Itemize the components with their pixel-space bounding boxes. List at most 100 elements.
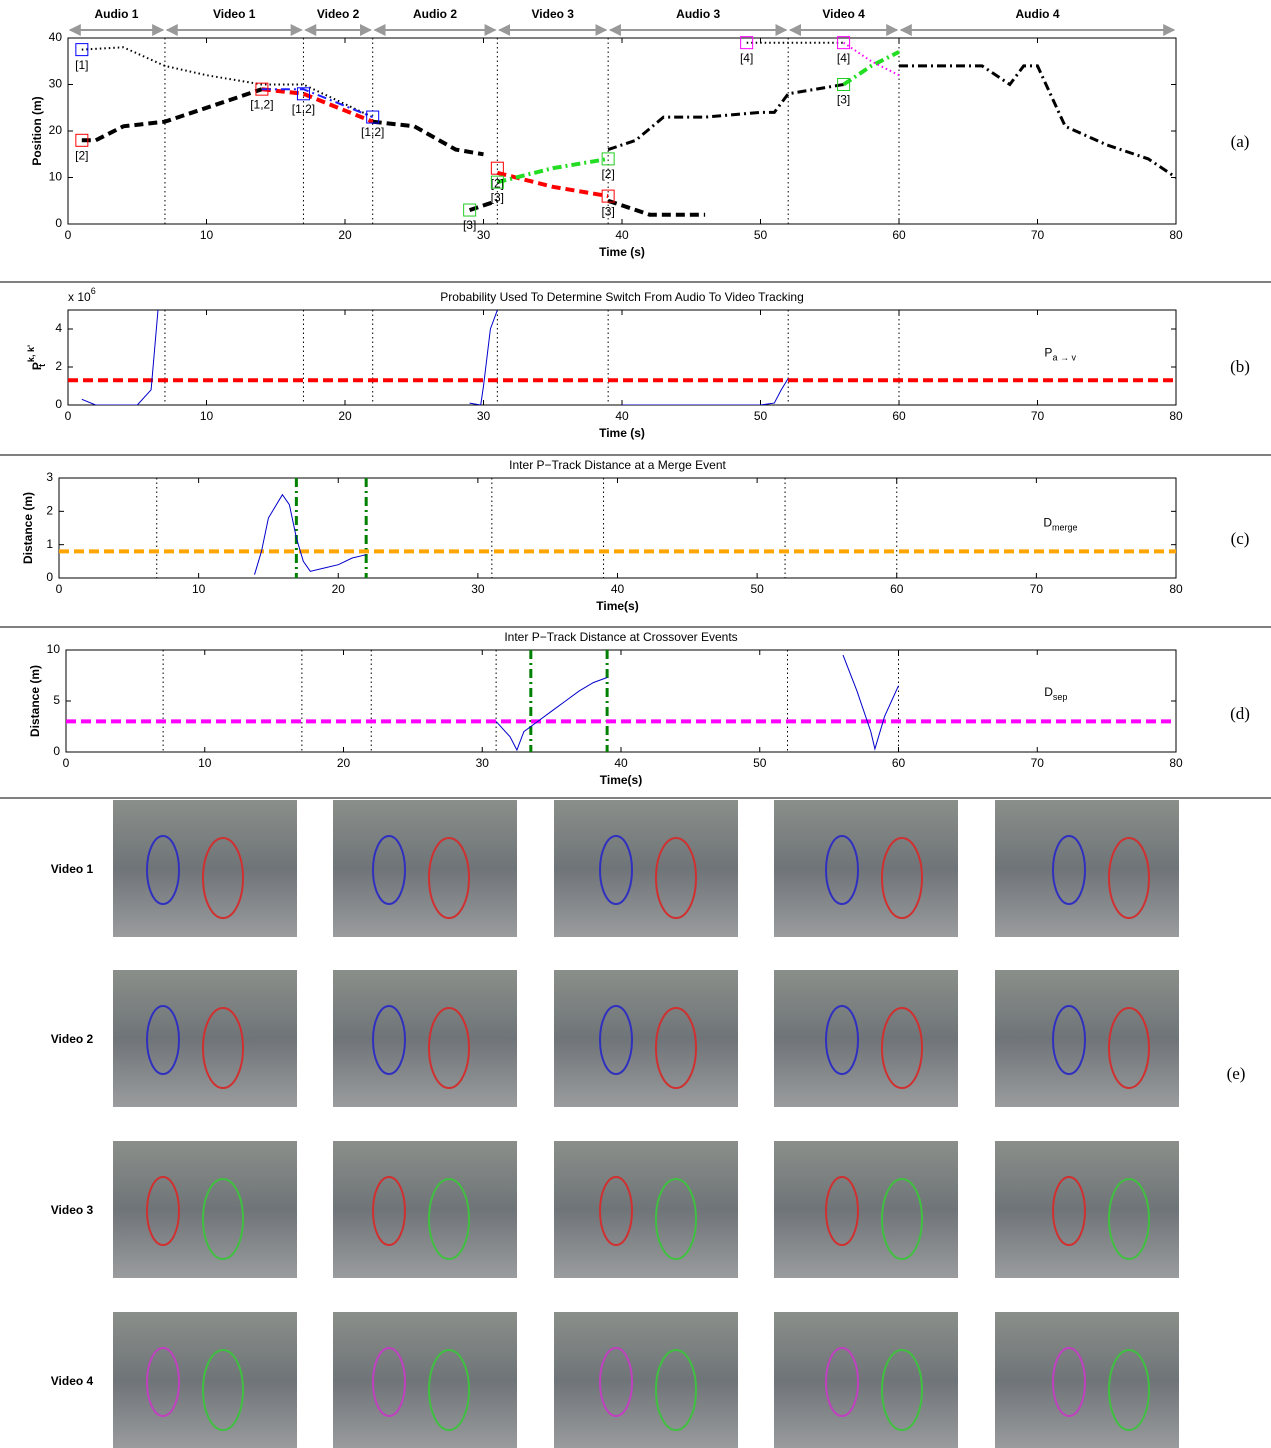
row-label: Video 2 [51, 1032, 94, 1046]
video-frame [113, 970, 297, 1107]
x-tick-label: 70 [1031, 409, 1045, 423]
x-axis-label: Time (s) [599, 245, 645, 259]
x-tick-label: 40 [615, 228, 629, 242]
annotation-label: [4] [740, 51, 753, 65]
annotation-label: [4] [837, 51, 850, 65]
video-frame [113, 1312, 297, 1448]
video-frame [554, 1141, 738, 1278]
x-tick-label: 70 [1031, 228, 1045, 242]
y-tick-label: 10 [47, 642, 61, 656]
y-tick-label: 4 [55, 321, 62, 335]
x-tick-label: 50 [750, 582, 764, 596]
x-tick-label: 30 [476, 756, 490, 770]
panel-label: (c) [1231, 529, 1250, 548]
video-frame [995, 970, 1179, 1107]
chart-title: Probability Used To Determine Switch Fro… [440, 290, 804, 304]
annotation-label: [2] [75, 148, 88, 162]
x-tick-label: 60 [892, 756, 906, 770]
x-tick-label: 0 [56, 582, 63, 596]
x-tick-label: 10 [200, 409, 214, 423]
x-tick-label: 50 [753, 756, 767, 770]
annotation-label: [1,2] [361, 125, 384, 139]
x-tick-label: 10 [198, 756, 212, 770]
y-tick-label: 0 [53, 744, 60, 758]
y-tick-label: 5 [53, 693, 60, 707]
x-axis-label: Time(s) [600, 773, 642, 787]
segment-label: Video 4 [822, 7, 865, 21]
video-frame [995, 1141, 1179, 1278]
y-tick-label: 30 [49, 77, 63, 91]
segment-label: Video 2 [317, 7, 360, 21]
chart-title: Inter P−Track Distance at Crossover Even… [504, 630, 737, 644]
x-tick-label: 30 [477, 228, 491, 242]
annotation-label: [3] [601, 204, 614, 218]
x-axis-label: Time(s) [596, 599, 638, 613]
panel-label: (e) [1227, 1064, 1246, 1083]
threshold-label-main: P [1044, 346, 1052, 360]
video-frame [774, 1141, 958, 1278]
video-frame [113, 800, 297, 937]
video-frame [333, 800, 517, 937]
x-tick-label: 10 [200, 228, 214, 242]
video-frame [333, 1312, 517, 1448]
x-tick-label: 70 [1030, 582, 1044, 596]
x-axis-label: Time (s) [599, 426, 645, 440]
y-tick-label: 0 [55, 397, 62, 411]
y-axis-label: Position (m) [30, 96, 44, 165]
y-tick-label: 10 [49, 170, 63, 184]
segment-label: Audio 3 [676, 7, 720, 21]
x-tick-label: 50 [754, 228, 768, 242]
plot-frame [68, 310, 1176, 405]
y-tick-label: 20 [49, 123, 63, 137]
x-tick-label: 30 [471, 582, 485, 596]
row-label: Video 1 [51, 862, 94, 876]
plot-frame [68, 38, 1176, 224]
y-axis-label-sup: k, k' [26, 345, 36, 362]
figure: 01020304001020304050607080Time (s)Positi… [0, 0, 1271, 1448]
x-tick-label: 0 [65, 409, 72, 423]
x-tick-label: 70 [1031, 756, 1045, 770]
row-label: Video 3 [51, 1203, 94, 1217]
y-tick-label: 40 [49, 30, 63, 44]
video-frame [774, 800, 958, 937]
video-frame [333, 1141, 517, 1278]
x-tick-label: 20 [337, 756, 351, 770]
y-tick-label: 0 [55, 216, 62, 230]
annotation-label: [1,2] [292, 102, 315, 116]
row-label: Video 4 [51, 1374, 94, 1388]
annotation-label: [1] [75, 58, 88, 72]
y-axis-label: Pk, k't [26, 345, 47, 370]
axis-multiplier-sup: 6 [91, 286, 96, 296]
video-frame [554, 1312, 738, 1448]
annotation-label: [2] [601, 167, 614, 181]
y-tick-label: 1 [46, 537, 53, 551]
x-tick-label: 60 [892, 409, 906, 423]
x-tick-label: 60 [892, 228, 906, 242]
video-frame [774, 970, 958, 1107]
plot-frame [59, 478, 1176, 578]
y-axis-label: Distance (m) [28, 665, 42, 737]
segment-label: Video 3 [532, 7, 575, 21]
video-frame [554, 800, 738, 937]
x-tick-label: 40 [611, 582, 625, 596]
x-tick-label: 60 [890, 582, 904, 596]
annotation-label: [3] [837, 93, 850, 107]
segment-label: Audio 2 [413, 7, 457, 21]
x-tick-label: 10 [192, 582, 206, 596]
video-frame [554, 970, 738, 1107]
chart-title: Inter P−Track Distance at a Merge Event [509, 458, 726, 472]
threshold-label-main: D [1044, 685, 1053, 699]
axis-multiplier-main: x 10 [68, 290, 91, 304]
y-tick-label: 2 [55, 359, 62, 373]
video-frame [113, 1141, 297, 1278]
plot-frame [66, 650, 1176, 752]
video-frame [995, 1312, 1179, 1448]
x-tick-label: 0 [63, 756, 70, 770]
x-tick-label: 80 [1169, 582, 1183, 596]
annotation-label: [3] [463, 218, 476, 232]
x-tick-label: 30 [477, 409, 491, 423]
y-tick-label: 2 [46, 504, 53, 518]
panel-label: (d) [1230, 704, 1250, 723]
x-tick-label: 20 [332, 582, 346, 596]
video-frame [333, 970, 517, 1107]
